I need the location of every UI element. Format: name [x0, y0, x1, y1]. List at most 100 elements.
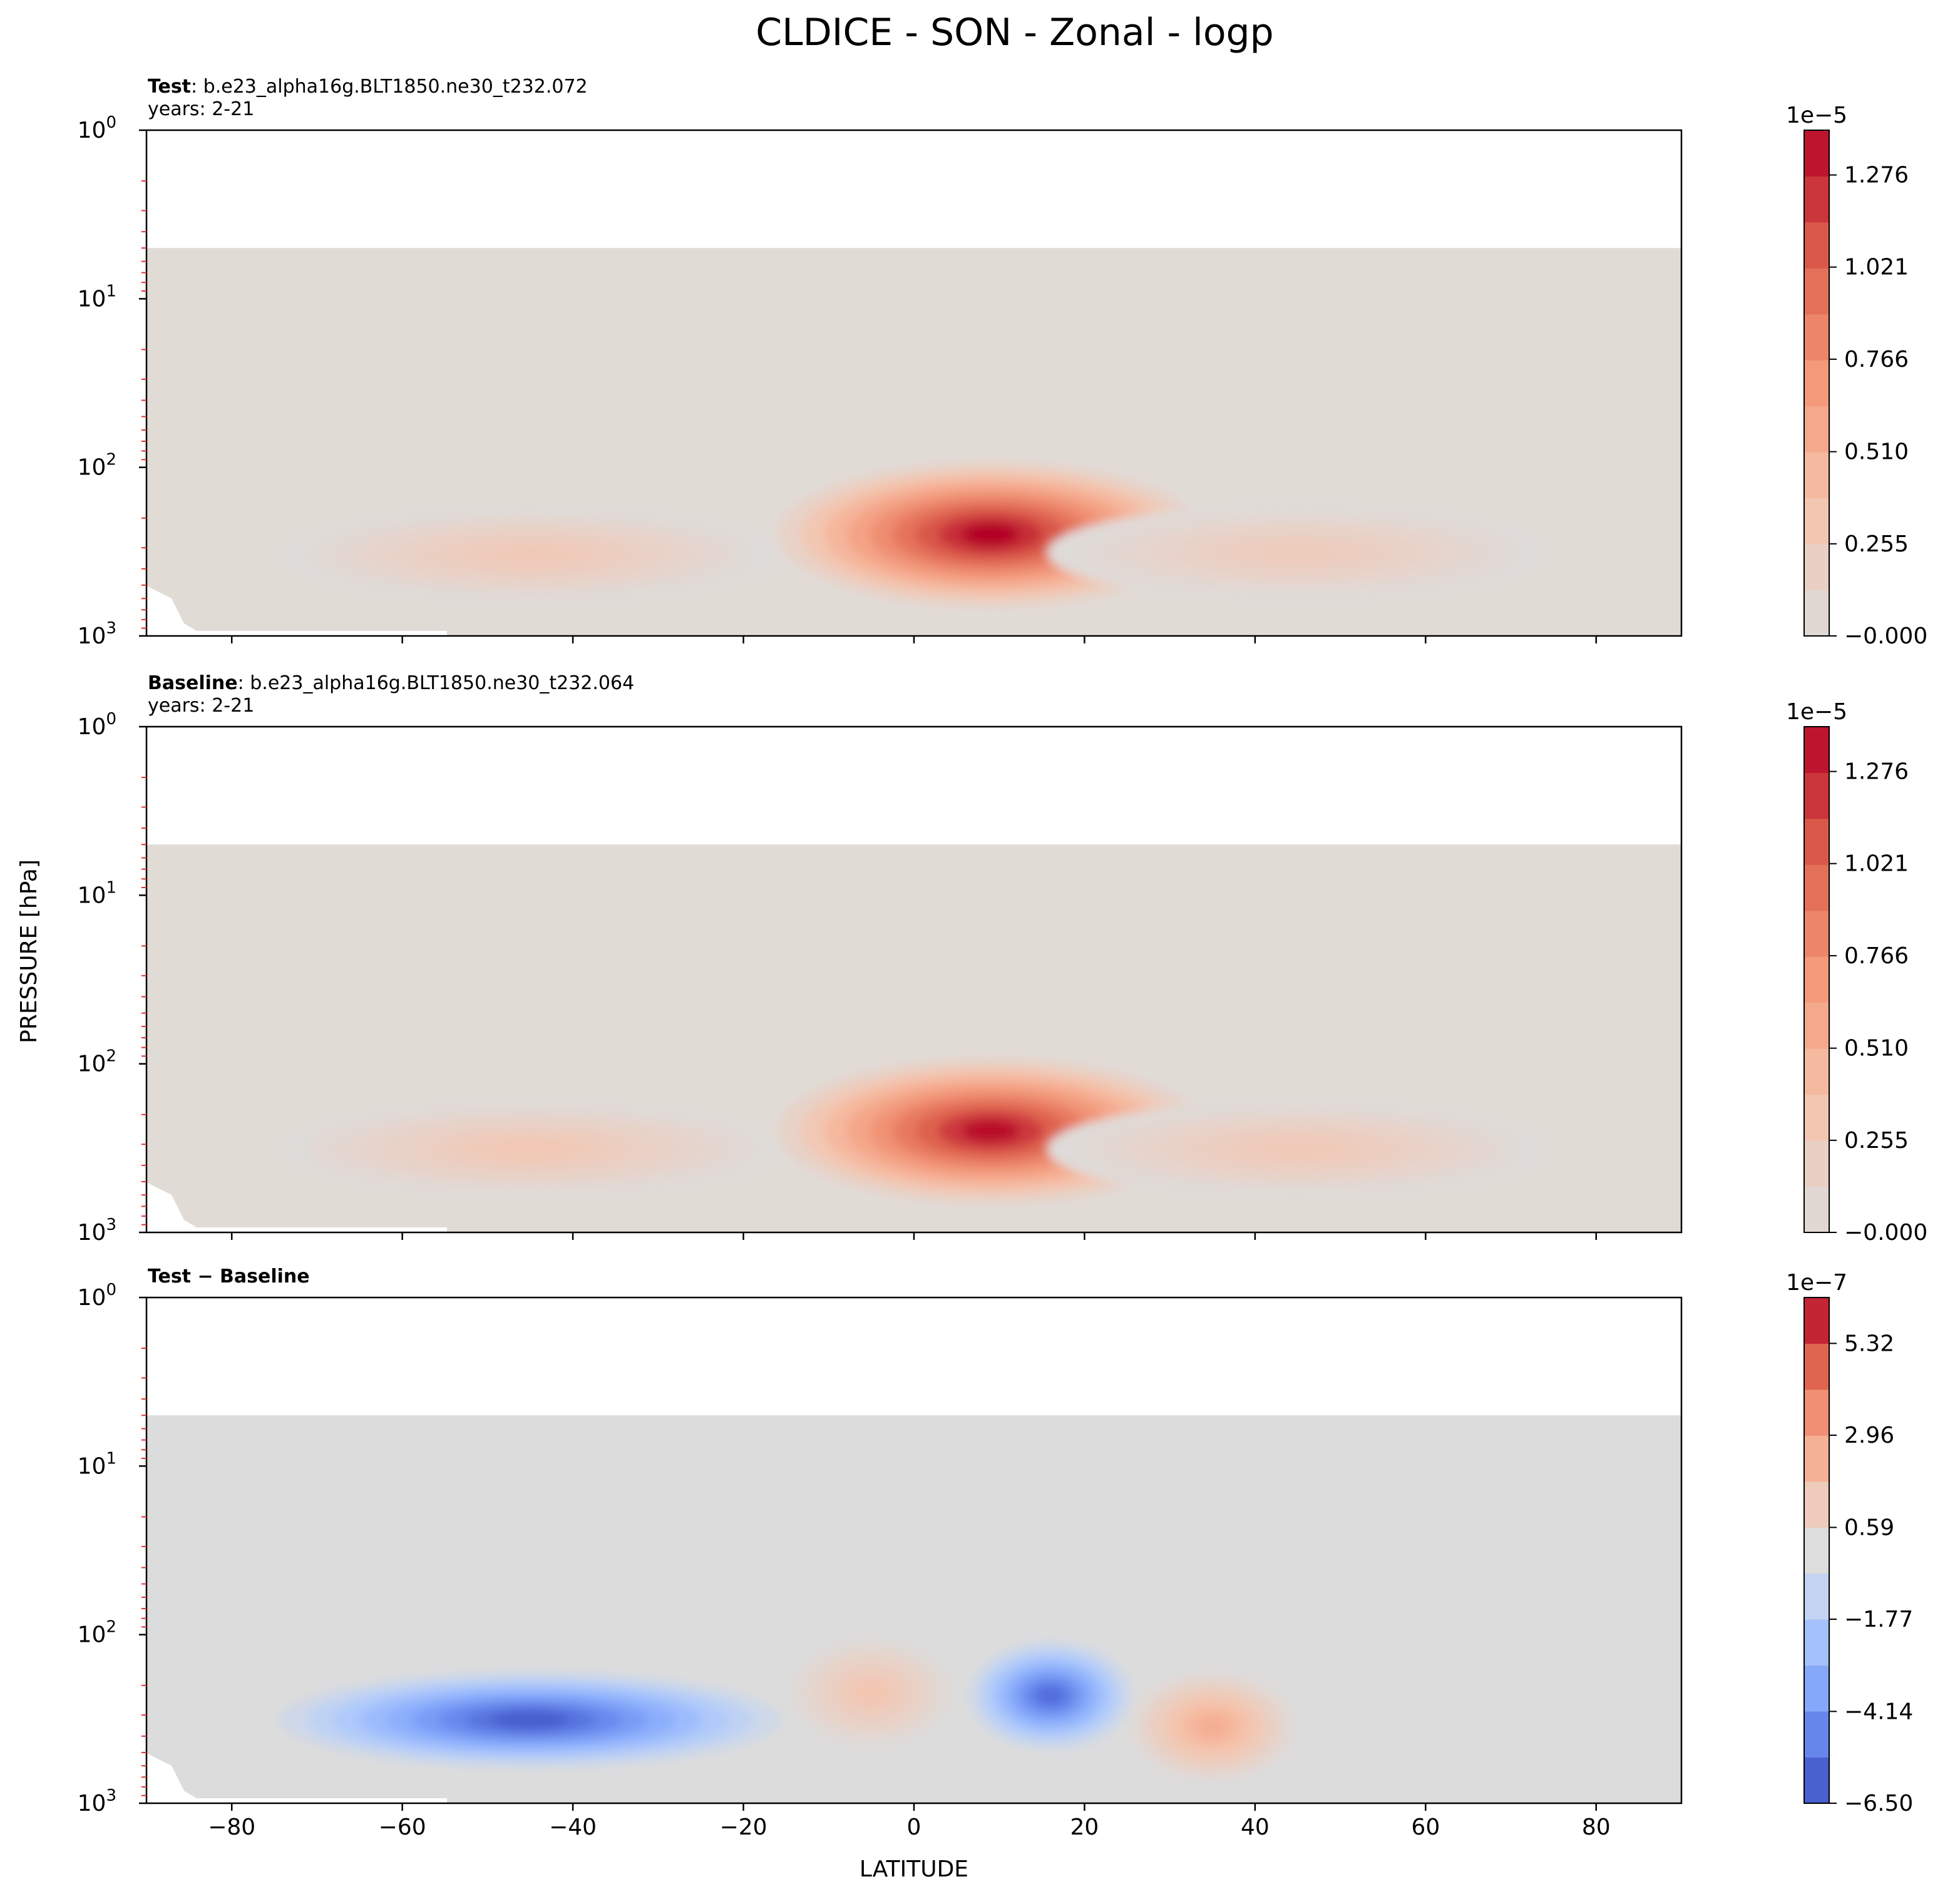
y-tick-exponent: 3 [106, 619, 116, 638]
y-tick-label: 101 [78, 878, 116, 908]
y-tick-label: 100 [78, 1281, 116, 1311]
plot-area [146, 1415, 1681, 1803]
colorbar-segment [1804, 1619, 1829, 1666]
colorbar-segment [1804, 1527, 1829, 1574]
y-tick-exponent: 2 [106, 1047, 116, 1066]
panel-subtitle: years: 2-21 [148, 98, 254, 120]
colorbar-tick-label: 0.766 [1844, 943, 1909, 969]
contour-fill [280, 1058, 1548, 1204]
colorbar-segment [1804, 1573, 1829, 1620]
plot-area [146, 844, 1681, 1232]
figure-title: CLDICE - SON - Zonal - logp [756, 11, 1273, 54]
baseline-panel: Baseline: b.e23_alpha16g.BLT1850.ne30_t2… [78, 672, 1928, 1246]
colorbar-tick-label: 0.510 [1844, 439, 1909, 465]
contour-level [491, 1711, 570, 1729]
colorbar-segment [1804, 544, 1829, 591]
colorbar-segment [1804, 864, 1829, 911]
colorbar-tick-label: −4.14 [1844, 1699, 1913, 1724]
colorbar-tick-label: 1.021 [1844, 851, 1909, 877]
y-tick-label: 100 [78, 710, 116, 740]
topography-mask [146, 1182, 447, 1232]
colorbar-tick-label: −0.000 [1844, 623, 1927, 649]
panel-title: Test − Baseline [148, 1266, 310, 1287]
plot-area [146, 248, 1681, 636]
x-tick-label: 40 [1241, 1815, 1270, 1840]
colorbar-segment [1804, 1343, 1829, 1390]
test-panel: Test: b.e23_alpha16g.BLT1850.ne30_t232.0… [78, 76, 1928, 649]
colorbar-segment [1804, 130, 1829, 177]
colorbar-segment [1804, 772, 1829, 819]
x-tick-label: −40 [549, 1815, 597, 1840]
x-tick-label: −80 [208, 1815, 255, 1840]
panel-title-bold: Test [148, 76, 191, 98]
colorbar-segment [1804, 818, 1829, 865]
colorbar-segment [1804, 1002, 1829, 1049]
colorbar-segment [1804, 590, 1829, 637]
colorbar: 1e−7 −6.50 −4.14 −1.77 0.59 2.96 5.32 [1786, 1270, 1913, 1816]
colorbar-segment [1804, 452, 1829, 499]
colorbar-frame [1804, 1297, 1830, 1804]
colorbar-segment [1804, 360, 1829, 407]
colorbar-segment [1804, 1711, 1829, 1758]
colorbar-segment [1804, 727, 1829, 773]
colorbar-frame [1804, 130, 1830, 637]
contour-fill [280, 461, 1548, 607]
y-tick-exponent: 2 [106, 1618, 116, 1637]
y-tick-label: 100 [78, 113, 116, 143]
colorbar-segment [1804, 1298, 1829, 1344]
colorbar-segment [1804, 1435, 1829, 1482]
colorbar-exponent: 1e−5 [1786, 699, 1847, 725]
contour-level [856, 1683, 886, 1702]
colorbar-segment [1804, 1140, 1829, 1187]
panel-title-case: : b.e23_alpha16g.BLT1850.ne30_t232.064 [238, 672, 635, 694]
y-tick-label: 102 [78, 451, 116, 481]
colorbar-segment [1804, 1186, 1829, 1233]
colorbar-segment [1804, 1094, 1829, 1141]
y-tick-base: 10 [78, 1791, 106, 1816]
topography-mask [146, 1753, 447, 1803]
colorbar-segment [1804, 1757, 1829, 1804]
colorbar-segment [1804, 176, 1829, 223]
y-tick-exponent: 0 [106, 113, 116, 132]
y-tick-base: 10 [78, 286, 106, 312]
contour-level [961, 1119, 1020, 1143]
colorbar-frame [1804, 726, 1830, 1233]
colorbar-tick-label: 1.276 [1844, 759, 1909, 785]
x-axis-label: LATITUDE [859, 1856, 968, 1882]
panel-subtitle: years: 2-21 [148, 695, 254, 717]
y-tick-exponent: 0 [106, 1281, 116, 1299]
x-tick-label: 0 [907, 1815, 921, 1840]
colorbar-segment [1804, 268, 1829, 315]
colorbar-tick-label: 5.32 [1844, 1331, 1894, 1356]
y-tick-base: 10 [78, 623, 106, 649]
colorbar-segment [1804, 956, 1829, 1003]
y-tick-base: 10 [78, 455, 106, 481]
colorbar-segment [1804, 1481, 1829, 1528]
contour-level [1258, 1140, 1337, 1158]
y-tick-base: 10 [78, 883, 106, 908]
colorbar-tick-label: 1.276 [1844, 163, 1909, 188]
colorbar-segment [1804, 1048, 1829, 1095]
y-tick-exponent: 3 [106, 1216, 116, 1234]
y-tick-exponent: 3 [106, 1786, 116, 1805]
colorbar-tick-label: 1.021 [1844, 255, 1909, 280]
y-tick-base: 10 [78, 1285, 106, 1311]
colorbar-segment [1804, 222, 1829, 269]
colorbar-segment [1804, 910, 1829, 957]
y-tick-base: 10 [78, 1220, 106, 1246]
y-tick-base: 10 [78, 118, 106, 143]
panel-title: Baseline: b.e23_alpha16g.BLT1850.ne30_t2… [148, 672, 634, 694]
x-tick-label: 60 [1411, 1815, 1440, 1840]
contour-level [491, 1140, 570, 1158]
colorbar-exponent: 1e−5 [1786, 103, 1847, 128]
colorbar-segment [1804, 1389, 1829, 1436]
colorbar-tick-label: 2.96 [1844, 1423, 1894, 1448]
x-tick-label: −20 [720, 1815, 767, 1840]
panel-title: Test: b.e23_alpha16g.BLT1850.ne30_t232.0… [148, 76, 588, 98]
contour-level [1198, 1717, 1228, 1736]
y-tick-base: 10 [78, 1622, 106, 1648]
y-tick-label: 103 [78, 1786, 116, 1816]
panel-title-bold: Baseline [148, 672, 238, 694]
